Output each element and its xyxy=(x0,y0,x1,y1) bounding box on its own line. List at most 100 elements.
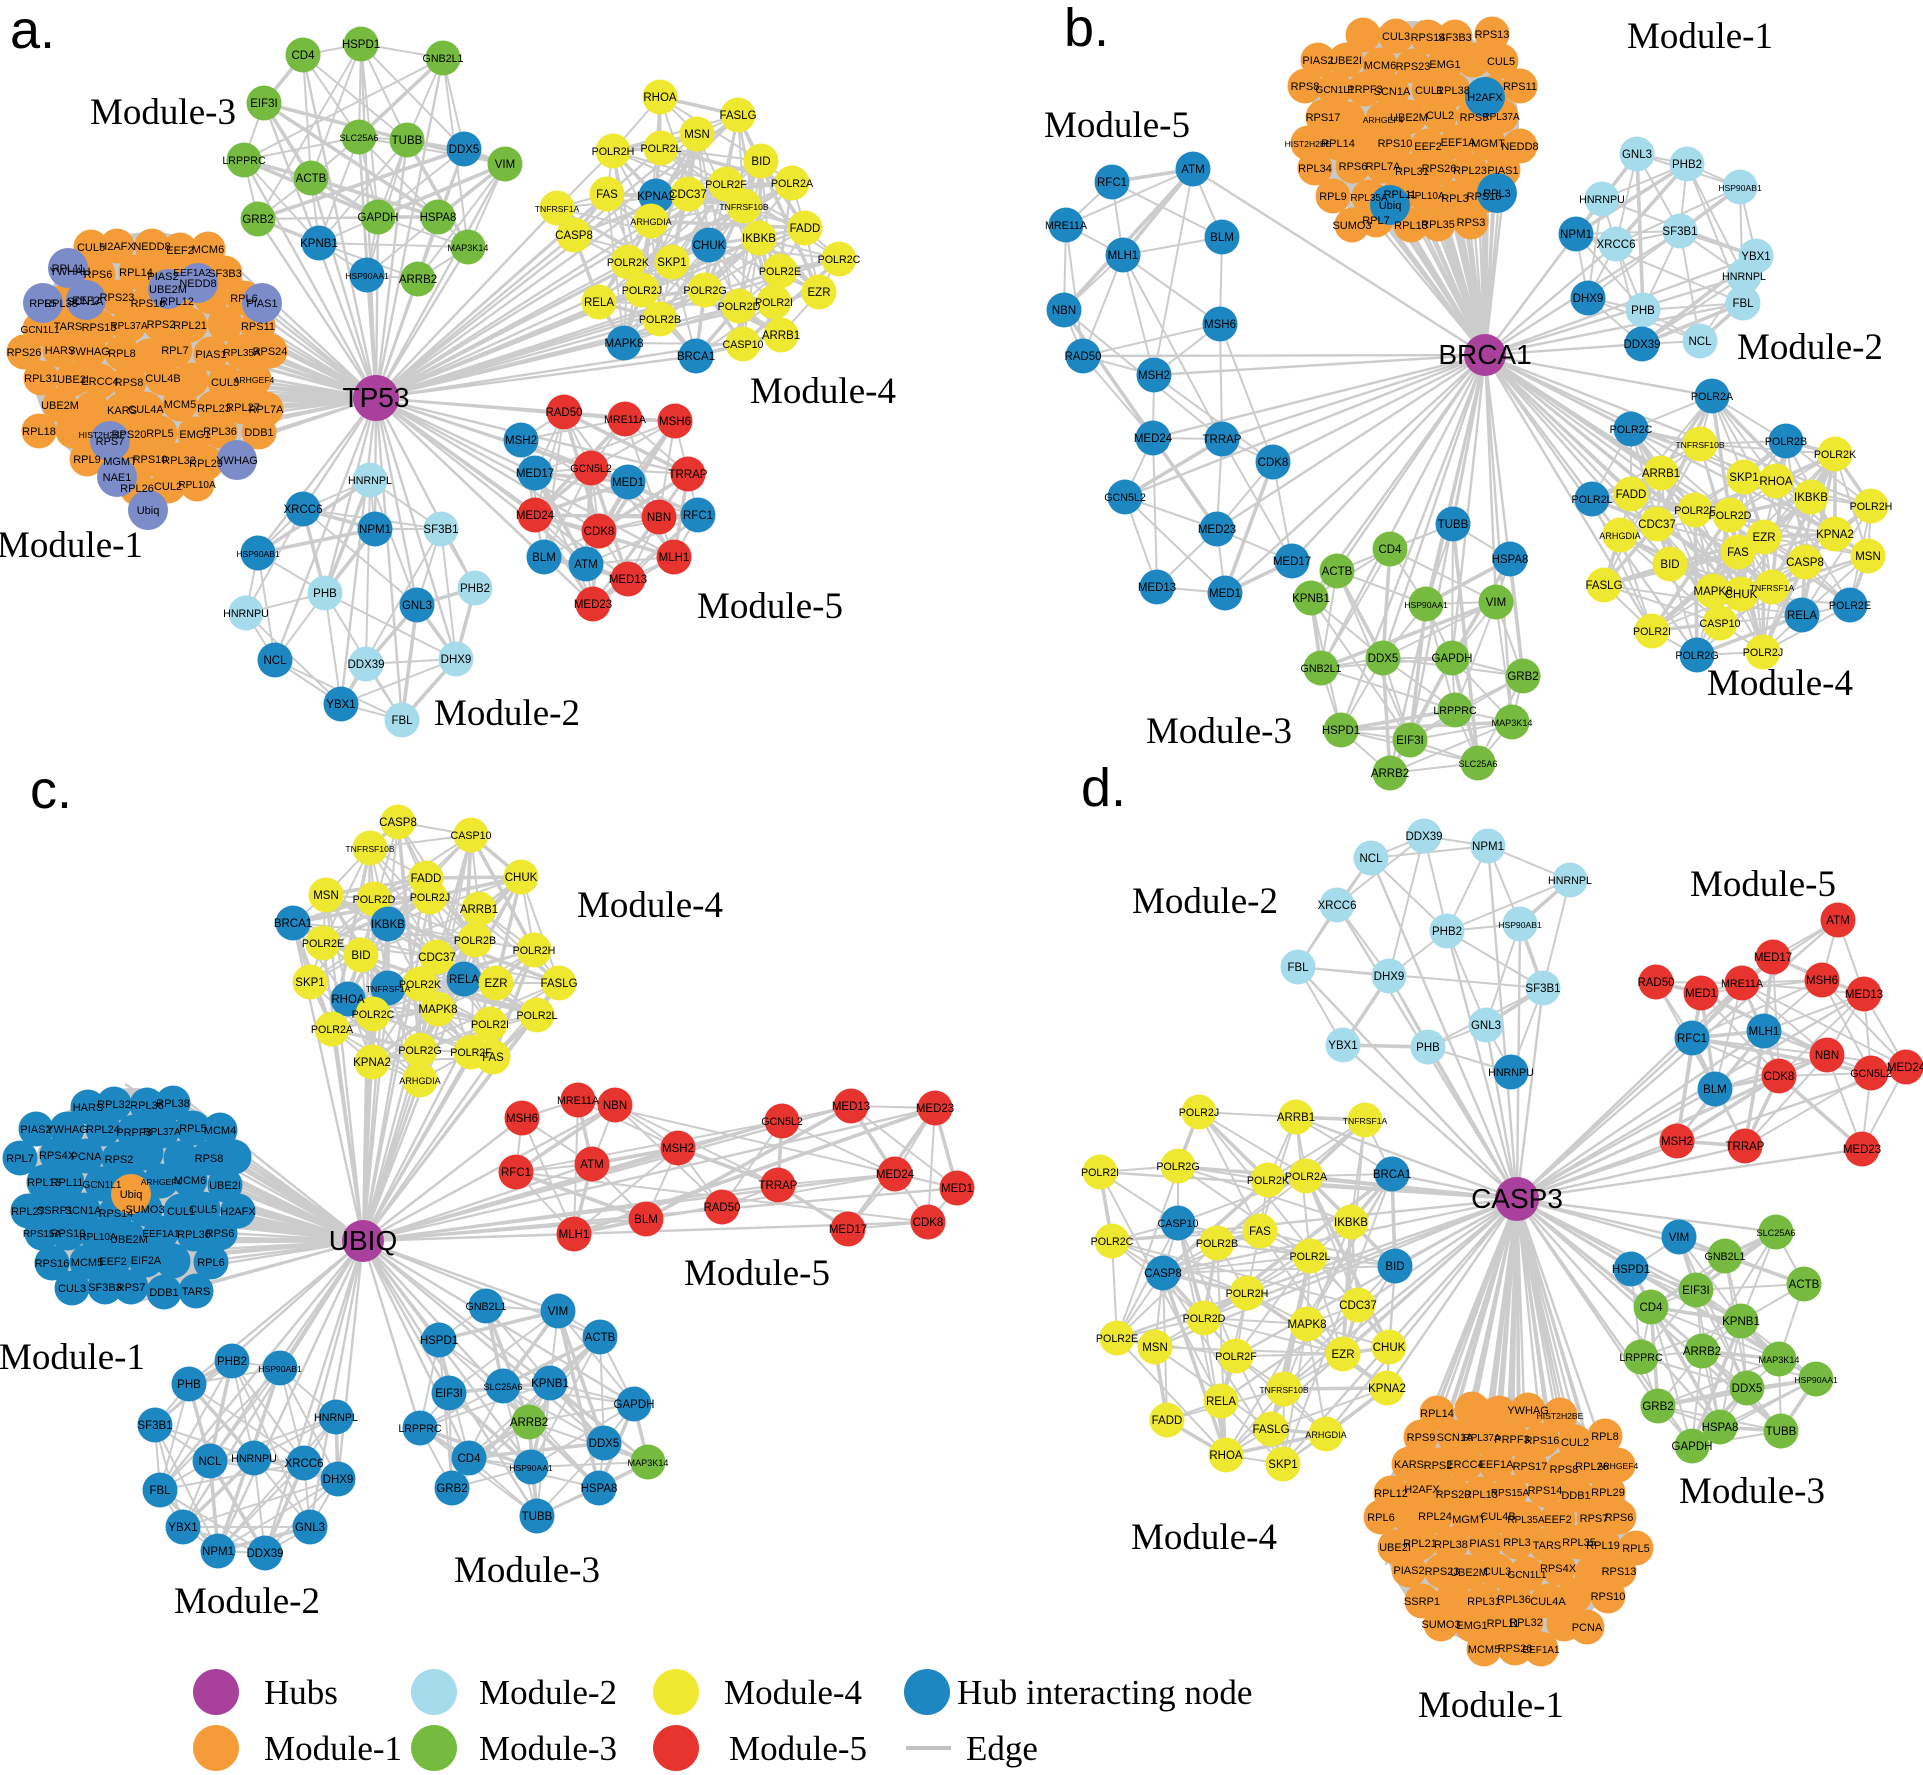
svg-text:EIF3I: EIF3I xyxy=(435,1388,462,1400)
svg-text:ARHGEF4: ARHGEF4 xyxy=(1598,1461,1639,1471)
svg-text:RHOA: RHOA xyxy=(643,92,677,104)
svg-text:RPS24: RPS24 xyxy=(253,346,288,358)
svg-text:RPL31: RPL31 xyxy=(1395,166,1429,178)
svg-text:UBE2M: UBE2M xyxy=(1390,112,1428,124)
svg-text:RPL38: RPL38 xyxy=(156,1098,190,1110)
svg-text:MLH1: MLH1 xyxy=(1108,250,1139,262)
svg-text:HNRNPU: HNRNPU xyxy=(231,1453,277,1465)
svg-text:NCL: NCL xyxy=(263,655,287,667)
svg-text:RFC1: RFC1 xyxy=(1677,1033,1707,1045)
svg-text:PIAS1: PIAS1 xyxy=(1487,165,1518,177)
svg-text:HNRNPU: HNRNPU xyxy=(223,608,269,620)
svg-text:RPS13: RPS13 xyxy=(82,322,117,334)
svg-text:RPS8: RPS8 xyxy=(1550,1464,1579,1476)
svg-text:MCM6: MCM6 xyxy=(174,1175,206,1187)
svg-text:GNB2L1: GNB2L1 xyxy=(466,1301,507,1313)
svg-text:POLR2C: POLR2C xyxy=(352,1009,395,1021)
svg-text:RPL10A: RPL10A xyxy=(79,1232,117,1243)
svg-text:EIF3I: EIF3I xyxy=(250,98,277,110)
svg-text:TARS: TARS xyxy=(182,1286,211,1298)
svg-text:RPS14: RPS14 xyxy=(99,1208,134,1220)
svg-text:CDK8: CDK8 xyxy=(913,1217,944,1229)
svg-text:YWHAH: YWHAH xyxy=(50,266,91,278)
svg-text:DDX5: DDX5 xyxy=(1368,653,1399,665)
svg-text:RPL13: RPL13 xyxy=(27,1177,61,1189)
svg-text:POLR2D: POLR2D xyxy=(718,301,761,313)
svg-text:PIAS2: PIAS2 xyxy=(1302,55,1333,67)
svg-text:MAP3K14: MAP3K14 xyxy=(1492,718,1533,728)
svg-text:Module-1: Module-1 xyxy=(0,525,143,566)
svg-text:RPS26: RPS26 xyxy=(1498,1643,1533,1655)
svg-text:RPL26: RPL26 xyxy=(1575,1461,1609,1473)
svg-text:POLR2B: POLR2B xyxy=(1765,436,1807,448)
svg-text:RPL36: RPL36 xyxy=(130,1100,164,1112)
svg-text:RPL14: RPL14 xyxy=(119,267,153,279)
svg-text:ARHGEF4: ARHGEF4 xyxy=(1363,115,1404,125)
svg-text:EZR: EZR xyxy=(1332,1349,1355,1361)
svg-text:TRRAP: TRRAP xyxy=(1726,1141,1765,1153)
svg-text:RPL13: RPL13 xyxy=(1394,220,1428,232)
svg-text:POLR2C: POLR2C xyxy=(818,254,861,266)
svg-text:H2AFX: H2AFX xyxy=(1404,1484,1440,1496)
svg-text:PHB: PHB xyxy=(177,1379,201,1391)
svg-text:BID: BID xyxy=(751,156,770,168)
svg-text:ARRB2: ARRB2 xyxy=(399,274,437,286)
svg-text:RPL35: RPL35 xyxy=(1421,219,1455,231)
svg-text:CHUK: CHUK xyxy=(693,240,726,252)
svg-text:MED23: MED23 xyxy=(916,1103,954,1115)
svg-text:Module-2: Module-2 xyxy=(434,693,580,734)
svg-text:GCN5L2: GCN5L2 xyxy=(1850,1068,1892,1080)
svg-text:RPS6: RPS6 xyxy=(1605,1512,1634,1524)
svg-text:RPS6: RPS6 xyxy=(206,1228,235,1240)
svg-text:YBX1: YBX1 xyxy=(1741,251,1770,263)
svg-text:KPNB1: KPNB1 xyxy=(300,238,338,250)
svg-text:VIM: VIM xyxy=(495,159,515,171)
svg-text:MCM6: MCM6 xyxy=(192,244,224,256)
svg-text:H2AFX: H2AFX xyxy=(220,1206,256,1218)
svg-text:ATM: ATM xyxy=(574,559,597,571)
svg-text:RPL7A: RPL7A xyxy=(1366,161,1402,173)
svg-text:MED24: MED24 xyxy=(1887,1062,1923,1074)
svg-text:GAPDH: GAPDH xyxy=(1672,1441,1713,1453)
svg-text:MLH1: MLH1 xyxy=(559,1229,590,1241)
svg-text:CHUK: CHUK xyxy=(505,872,538,884)
svg-text:POLR2K: POLR2K xyxy=(399,979,442,991)
svg-text:Hub interacting node: Hub interacting node xyxy=(957,1673,1252,1712)
svg-text:EEF2: EEF2 xyxy=(99,1256,127,1268)
svg-text:HIST2H2BE: HIST2H2BE xyxy=(1537,1411,1584,1421)
svg-text:SLC25A6: SLC25A6 xyxy=(1459,759,1498,769)
svg-text:BLM: BLM xyxy=(1703,1084,1727,1096)
svg-text:RPL36: RPL36 xyxy=(1497,1594,1531,1606)
svg-text:RPS11: RPS11 xyxy=(241,321,275,333)
svg-text:CUL5: CUL5 xyxy=(189,1204,217,1216)
svg-text:IKBKB: IKBKB xyxy=(1794,492,1828,504)
svg-text:UBE2I: UBE2I xyxy=(1330,55,1362,67)
svg-text:POLR2B: POLR2B xyxy=(454,935,496,947)
svg-text:POLR2H: POLR2H xyxy=(513,945,556,957)
svg-text:RPL23: RPL23 xyxy=(1453,165,1487,177)
svg-text:XRCC6: XRCC6 xyxy=(1318,900,1357,912)
svg-text:MSN: MSN xyxy=(684,129,710,141)
svg-text:PIAS1: PIAS1 xyxy=(246,298,277,310)
svg-text:CASP10: CASP10 xyxy=(451,830,492,842)
svg-text:MCM5: MCM5 xyxy=(164,399,196,411)
svg-text:RPS8: RPS8 xyxy=(195,1153,224,1165)
svg-text:FBL: FBL xyxy=(149,1485,171,1497)
svg-text:SCN1A: SCN1A xyxy=(67,296,104,308)
svg-text:RPL27: RPL27 xyxy=(11,1206,45,1218)
svg-text:RPL37A: RPL37A xyxy=(1482,112,1520,123)
svg-text:HSP90AB1: HSP90AB1 xyxy=(1718,183,1762,193)
svg-text:RPL6: RPL6 xyxy=(197,1257,225,1269)
svg-text:ARHGEF4: ARHGEF4 xyxy=(234,375,275,385)
svg-text:FAS: FAS xyxy=(1727,547,1749,559)
svg-text:PHB: PHB xyxy=(1416,1042,1440,1054)
svg-text:RPL31: RPL31 xyxy=(1467,1596,1501,1608)
svg-text:NBN: NBN xyxy=(1052,305,1076,317)
svg-text:RPL11: RPL11 xyxy=(1384,189,1417,201)
svg-text:VIM: VIM xyxy=(1669,1232,1689,1244)
svg-text:CUL3: CUL3 xyxy=(1382,31,1410,43)
svg-text:UBE2M: UBE2M xyxy=(149,284,187,296)
svg-text:POLR2L: POLR2L xyxy=(517,1010,558,1022)
svg-text:POLR2L: POLR2L xyxy=(1290,1251,1331,1263)
svg-text:HSP90AB1: HSP90AB1 xyxy=(236,549,280,559)
